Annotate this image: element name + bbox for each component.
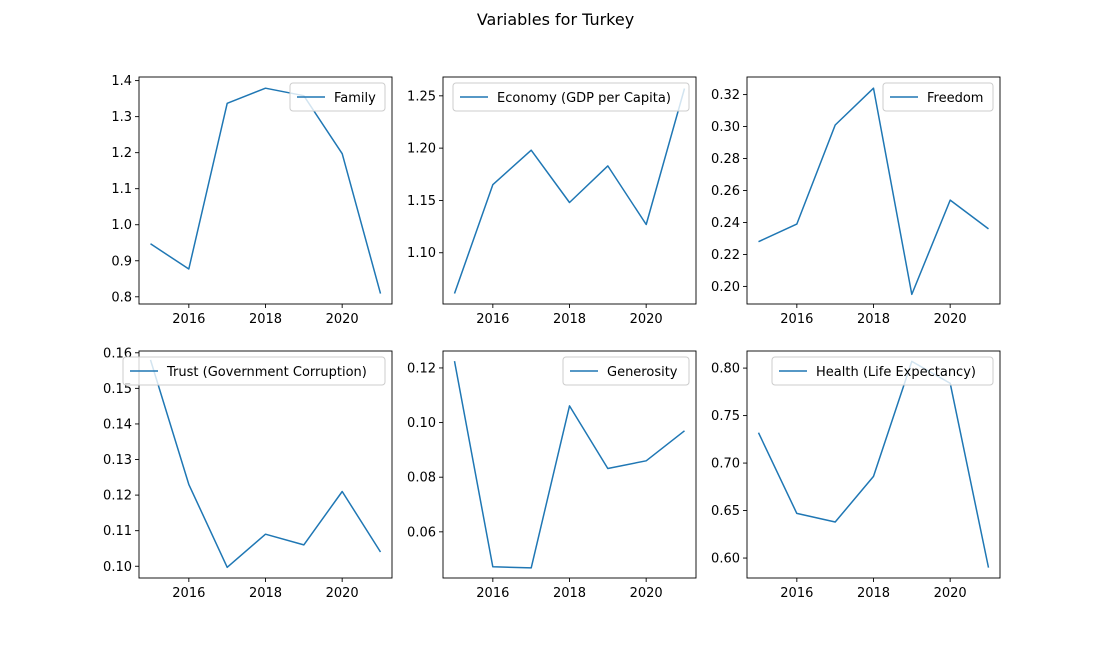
subplot-1: 2016 2018 2020 0.8 0.9 1.0 1.1 1.2 1.3 1.4 Family xyxy=(111,74,393,327)
x-tick-label: 2016 xyxy=(172,586,205,601)
y-tick-label: 1.25 xyxy=(407,89,436,104)
x-tick-label: 2016 xyxy=(476,586,509,601)
y-tick-label: 0.70 xyxy=(711,457,740,472)
y-tick-label: 0.12 xyxy=(103,489,132,504)
series-line xyxy=(149,359,382,569)
legend-label: Economy (GDP per Capita) xyxy=(497,91,671,106)
y-tick-label: 0.08 xyxy=(407,471,436,486)
y-tick-label: 0.9 xyxy=(111,254,132,269)
y-tick-label: 1.20 xyxy=(407,142,436,157)
x-tick-label: 2020 xyxy=(934,586,967,601)
subplot-2: 2016 2018 2020 1.10 1.15 1.20 1.25 Economy (GDP… xyxy=(407,76,697,327)
x-tick-label: 2020 xyxy=(630,586,663,601)
x-tick-label: 2020 xyxy=(630,312,663,327)
x-tick-label: 2018 xyxy=(553,586,586,601)
y-tick-label: 0.14 xyxy=(103,417,132,432)
subplot-3: 2016 2018 2020 0.20 0.22 0.24 0.26 0.28 0.30 0.32… xyxy=(711,76,1001,327)
legend-box xyxy=(771,356,994,386)
series-line xyxy=(758,87,989,296)
legend-box xyxy=(882,82,994,112)
x-tick-label: 2018 xyxy=(857,312,890,327)
subplot-6: 2016 2018 2020 0.60 0.65 0.70 0.75 0.80 Health (… xyxy=(711,350,1001,601)
figure-title: Variables for Turkey xyxy=(476,10,635,29)
y-tick-label: 0.32 xyxy=(711,88,740,103)
legend-label: Family xyxy=(334,91,376,106)
y-tick-label: 0.15 xyxy=(103,382,132,397)
y-tick-label: 1.10 xyxy=(407,246,436,261)
legend-label: Health (Life Expectancy) xyxy=(816,365,976,380)
subplot-5: 2016 2018 2020 0.06 0.08 0.10 0.12 Generosity xyxy=(407,350,697,601)
legend: Freedom xyxy=(882,82,994,112)
x-tick-label: 2018 xyxy=(249,312,282,327)
y-tick-label: 1.1 xyxy=(111,182,132,197)
y-tick-label: 1.4 xyxy=(111,74,132,89)
y-tick-label: 0.22 xyxy=(711,248,740,263)
subplot-4: 2016 2018 20200.100.110.120.130.140.150.16… xyxy=(103,346,393,601)
x-tick-label: 2018 xyxy=(857,586,890,601)
x-tick-label: 2018 xyxy=(249,586,282,601)
y-tick-label: 0.60 xyxy=(711,552,740,567)
legend: Generosity xyxy=(562,356,690,386)
y-tick-label: 0.10 xyxy=(407,416,436,431)
y-tick-label: 0.20 xyxy=(711,280,740,295)
legend-box xyxy=(562,356,690,386)
series-line xyxy=(757,360,990,568)
y-tick-label: 0.11 xyxy=(103,524,132,539)
y-tick-label: 0.13 xyxy=(103,453,132,468)
legend: Economy (GDP per Capita) xyxy=(452,82,690,112)
legend-label: Freedom xyxy=(927,91,983,106)
x-tick-label: 2016 xyxy=(780,312,813,327)
legend-box xyxy=(452,82,690,112)
legend-label: Generosity xyxy=(607,365,678,380)
y-tick-label: 0.28 xyxy=(711,152,740,167)
legend-label: Trust (Government Corruption) xyxy=(166,365,367,380)
legend: Family xyxy=(289,82,386,112)
legend-box xyxy=(122,356,386,386)
series-line xyxy=(150,87,382,294)
series-line xyxy=(453,360,685,569)
y-tick-label: 0.06 xyxy=(407,525,436,540)
x-tick-label: 2020 xyxy=(326,312,359,327)
x-tick-label: 2016 xyxy=(172,312,205,327)
x-tick-label: 2020 xyxy=(934,312,967,327)
y-tick-label: 0.8 xyxy=(111,290,132,305)
y-tick-label: 0.65 xyxy=(711,504,740,519)
legend: Health (Life Expectancy) xyxy=(771,356,994,386)
series-line xyxy=(453,88,686,294)
y-tick-label: 1.2 xyxy=(111,146,132,161)
x-tick-label: 2020 xyxy=(326,586,359,601)
y-tick-label: 1.0 xyxy=(111,218,132,233)
legend-box xyxy=(289,82,386,112)
y-tick-label: 0.30 xyxy=(711,120,740,135)
y-tick-label: 0.24 xyxy=(711,216,740,231)
x-tick-label: 2018 xyxy=(553,312,586,327)
x-tick-label: 2016 xyxy=(476,312,509,327)
y-tick-label: 0.10 xyxy=(103,560,132,575)
y-tick-label: 1.15 xyxy=(407,194,436,209)
y-tick-label: 0.26 xyxy=(711,184,740,199)
y-tick-label: 0.75 xyxy=(711,409,740,424)
y-tick-label: 1.3 xyxy=(111,110,132,125)
legend: Trust (Government Corruption) xyxy=(122,356,386,386)
y-tick-label: 0.12 xyxy=(407,361,436,376)
x-tick-label: 2016 xyxy=(780,586,813,601)
y-tick-label: 0.80 xyxy=(711,362,740,377)
